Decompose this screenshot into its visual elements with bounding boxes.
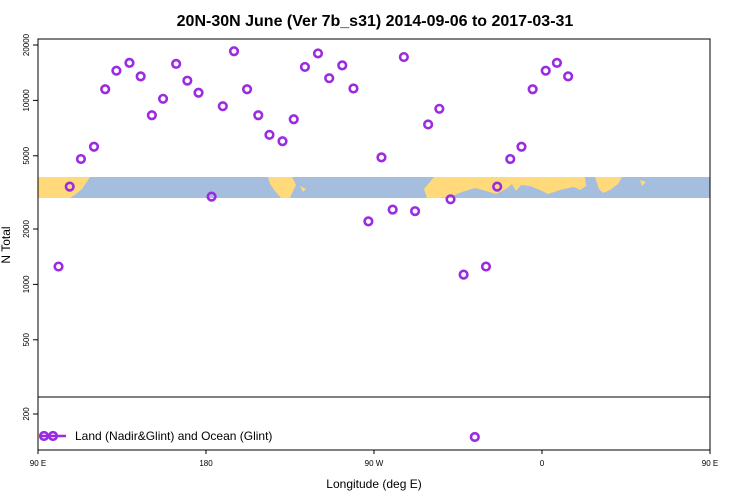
map-land: [38, 177, 646, 198]
land-mass: [568, 177, 586, 190]
y-tick-label: 10000: [22, 89, 31, 112]
data-point: [241, 84, 253, 95]
legend-entry: Land (Nadir&Glint) and Ocean (Glint): [75, 429, 272, 443]
data-point: [492, 181, 503, 192]
data-point: [516, 141, 527, 152]
data-point: [171, 58, 182, 69]
data-point: [277, 136, 288, 147]
y-tick-label: 20000: [22, 33, 31, 56]
data-point: [398, 51, 409, 63]
y-axis: 200 500 1000 2000 5000 10000 20000: [22, 33, 38, 421]
land-mass: [424, 177, 585, 198]
data-point: [75, 153, 87, 165]
land-mass: [595, 177, 622, 193]
y-tick-label: 1000: [22, 275, 31, 293]
data-point: [217, 101, 228, 112]
y-axis-label: N Total: [0, 226, 13, 263]
x-tick-label: 90 W: [365, 459, 384, 468]
data-point: [146, 110, 157, 121]
data-point: [53, 261, 64, 272]
x-axis-label: Longitude (deg E): [326, 477, 421, 491]
world-map-strip: [38, 177, 710, 198]
data-point: [409, 206, 421, 217]
legend-marker: [38, 430, 50, 442]
data-point: [337, 60, 348, 71]
chart-title: 20N-30N June (Ver 7b_s31) 2014-09-06 to …: [177, 13, 574, 30]
data-point: [135, 71, 146, 82]
data-point: [363, 216, 374, 227]
data-point: [423, 119, 434, 130]
y-tick-label: 2000: [22, 220, 31, 238]
data-point: [182, 75, 193, 86]
data-point: [100, 84, 111, 95]
x-axis: 90 E 180 90 W 0 90 E: [30, 450, 718, 468]
data-point: [434, 103, 445, 114]
data-point: [527, 84, 538, 95]
y-tick-label: 200: [22, 407, 31, 421]
y-tick-label: 5000: [22, 146, 31, 164]
y-tick-label: 500: [22, 333, 31, 347]
data-point: [111, 65, 122, 76]
data-point: [193, 87, 204, 98]
data-point: [348, 83, 359, 94]
legend-marker: [47, 430, 59, 442]
data-point: [264, 129, 275, 140]
data-point: [253, 110, 264, 121]
data-point: [88, 141, 100, 152]
x-tick-label: 180: [199, 459, 213, 468]
data-point: [445, 194, 456, 205]
data-point: [376, 152, 387, 163]
data-point: [288, 114, 299, 125]
data-point: [124, 57, 135, 68]
legend: Land (Nadir&Glint) and Ocean (Glint): [38, 429, 272, 443]
land-mass: [268, 177, 296, 198]
land-mass: [640, 180, 646, 186]
land-mass: [38, 177, 90, 198]
data-point: [387, 204, 398, 215]
x-tick-label: 0: [540, 459, 545, 468]
data-point: [157, 93, 169, 104]
data-point: [206, 191, 217, 202]
data-point: [563, 71, 574, 82]
data-point: [228, 46, 240, 57]
land-mass: [300, 186, 306, 192]
data-point: [540, 65, 551, 76]
data-point: [469, 431, 480, 443]
data-point: [324, 73, 335, 84]
x-tick-label: 90 E: [30, 459, 46, 468]
data-point: [299, 61, 311, 73]
data-points: [53, 46, 574, 443]
x-tick-label: 90 E: [702, 459, 718, 468]
data-point: [551, 57, 563, 68]
data-point: [505, 153, 516, 165]
data-point: [458, 269, 469, 280]
plot-frame: [37, 38, 711, 451]
data-point: [312, 48, 324, 59]
data-point: [64, 181, 75, 192]
data-point: [480, 261, 492, 272]
